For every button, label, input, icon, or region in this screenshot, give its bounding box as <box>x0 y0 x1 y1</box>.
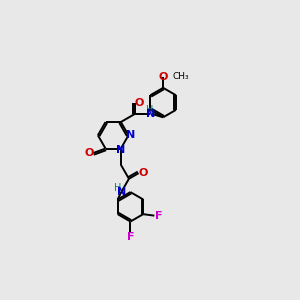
Text: N: N <box>146 109 155 119</box>
Text: O: O <box>85 148 94 158</box>
Text: H: H <box>146 105 154 115</box>
Text: H: H <box>114 183 121 193</box>
Text: F: F <box>127 232 134 242</box>
Text: F: F <box>155 211 162 220</box>
Text: O: O <box>138 168 147 178</box>
Text: CH₃: CH₃ <box>172 72 189 81</box>
Text: O: O <box>134 98 144 108</box>
Text: N: N <box>126 130 135 140</box>
Text: N: N <box>116 145 125 155</box>
Text: N: N <box>117 187 126 196</box>
Text: O: O <box>158 72 168 82</box>
